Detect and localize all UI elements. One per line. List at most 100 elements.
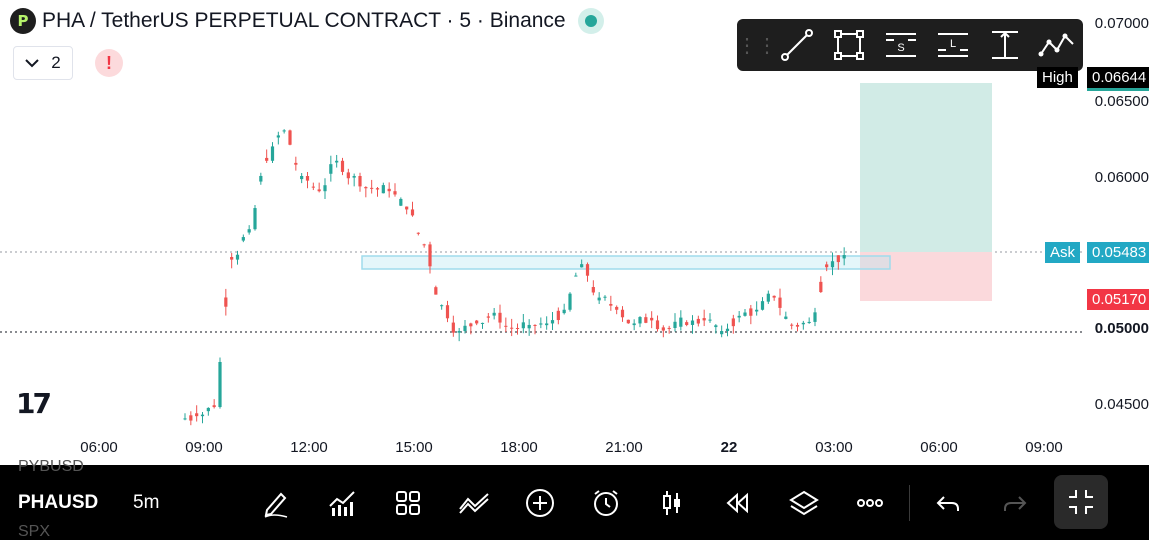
short-position-icon[interactable]: S: [875, 19, 927, 71]
more-icon[interactable]: [852, 485, 888, 521]
candle-body: [801, 322, 805, 325]
candle-body: [492, 312, 496, 316]
candle-body: [399, 198, 403, 206]
stop-value-tag: 0.05170: [1087, 289, 1149, 310]
candle-body: [795, 324, 800, 327]
candle-body: [504, 325, 508, 327]
alert-icon[interactable]: [588, 485, 624, 521]
resistance-zone[interactable]: [361, 255, 891, 270]
candle-body: [445, 305, 450, 319]
market-status-icon[interactable]: [577, 8, 604, 34]
price-chart[interactable]: [0, 0, 1149, 465]
candle-body: [294, 162, 298, 165]
candle-body: [329, 164, 333, 174]
profit-zone[interactable]: [860, 83, 992, 252]
compare-icon[interactable]: [456, 485, 492, 521]
rectangle-icon[interactable]: [823, 19, 875, 71]
layers-icon[interactable]: [786, 485, 822, 521]
candle-body: [696, 318, 700, 324]
candle-body: [527, 324, 531, 329]
exit-fullscreen-icon[interactable]: [1054, 475, 1108, 529]
price-range-icon[interactable]: [979, 19, 1031, 71]
candle-body: [603, 296, 607, 298]
candle-body: [620, 309, 625, 318]
candle-body: [539, 323, 543, 325]
candle-body: [650, 317, 654, 321]
candle-body: [720, 331, 724, 335]
candle-body: [755, 309, 759, 312]
candle-body: [521, 322, 525, 329]
bottom-toolbar: PYBUSD SPX: [0, 458, 1149, 540]
candle-body: [725, 328, 730, 332]
time-tick: 15:00: [395, 439, 433, 456]
add-icon[interactable]: [522, 485, 558, 521]
price-tick: 0.06500: [1094, 93, 1149, 110]
candle-body: [375, 188, 380, 190]
candle-body: [766, 293, 770, 302]
symbol-selector[interactable]: PHAUSD: [18, 492, 99, 513]
chevron-down-icon: [25, 59, 39, 68]
candle-body: [632, 323, 636, 326]
candle-body: [259, 175, 263, 182]
indicators-toggle[interactable]: 2: [13, 46, 73, 80]
long-position-icon[interactable]: L: [927, 19, 979, 71]
drag-handle-icon[interactable]: ⋮⋮: [737, 34, 777, 57]
replay-icon[interactable]: [720, 485, 756, 521]
redo-icon[interactable]: [997, 485, 1033, 521]
trend-line-icon[interactable]: [771, 19, 823, 71]
candle-body: [212, 405, 216, 408]
candle-body: [591, 287, 595, 293]
candle-body: [405, 206, 409, 210]
loss-zone[interactable]: [860, 252, 992, 301]
indicators-icon[interactable]: [324, 485, 360, 521]
candle-body: [574, 275, 578, 277]
candle-body: [218, 361, 222, 408]
path-icon[interactable]: [1031, 19, 1083, 71]
candle-body: [265, 157, 269, 161]
candle-body: [428, 244, 432, 267]
candle-body: [335, 160, 339, 163]
candle-body: [486, 316, 490, 318]
candle-body: [189, 415, 193, 421]
layouts-icon[interactable]: [390, 485, 426, 521]
candle-body: [230, 257, 234, 260]
candle-body: [679, 317, 683, 327]
candle-body: [825, 264, 829, 268]
candle-body: [311, 186, 315, 188]
candle-body: [410, 209, 415, 216]
time-tick: 09:00: [185, 439, 223, 456]
candle-body: [644, 317, 648, 323]
candle-body: [819, 281, 823, 293]
candle-body: [451, 322, 455, 333]
candle-body: [714, 325, 718, 328]
candle-body: [247, 229, 251, 233]
candle-body: [830, 261, 835, 268]
chart-area[interactable]: P PHA / TetherUS PERPETUAL CONTRACT · 5 …: [0, 0, 1149, 465]
candle-body: [655, 320, 660, 330]
toolbar-divider: [909, 485, 910, 521]
draw-icon[interactable]: [258, 485, 294, 521]
undo-icon[interactable]: [930, 485, 966, 521]
candle-body: [416, 232, 420, 234]
symbol-ghost-prev: PYBUSD: [18, 458, 84, 475]
time-tick: 21:00: [605, 439, 643, 456]
candles-group: [183, 129, 846, 426]
candle-body: [183, 418, 187, 420]
chart-type-icon[interactable]: [654, 485, 690, 521]
time-tick: 03:00: [815, 439, 853, 456]
timeframe-selector[interactable]: 5m: [133, 492, 160, 513]
candle-body: [224, 297, 228, 307]
candle-body: [702, 318, 706, 321]
candle-body: [253, 208, 257, 230]
candle-body: [235, 254, 240, 260]
symbol-title[interactable]: PHA / TetherUS PERPETUAL CONTRACT · 5 · …: [42, 9, 566, 32]
candle-body: [585, 264, 590, 276]
symbol-header[interactable]: P PHA / TetherUS PERPETUAL CONTRACT · 5 …: [10, 8, 604, 34]
candle-body: [270, 146, 275, 161]
candle-body: [550, 320, 555, 324]
warning-icon[interactable]: !: [95, 49, 123, 77]
candle-body: [480, 322, 485, 324]
candle-body: [469, 323, 473, 327]
candle-body: [597, 297, 601, 301]
candle-body: [609, 303, 613, 306]
